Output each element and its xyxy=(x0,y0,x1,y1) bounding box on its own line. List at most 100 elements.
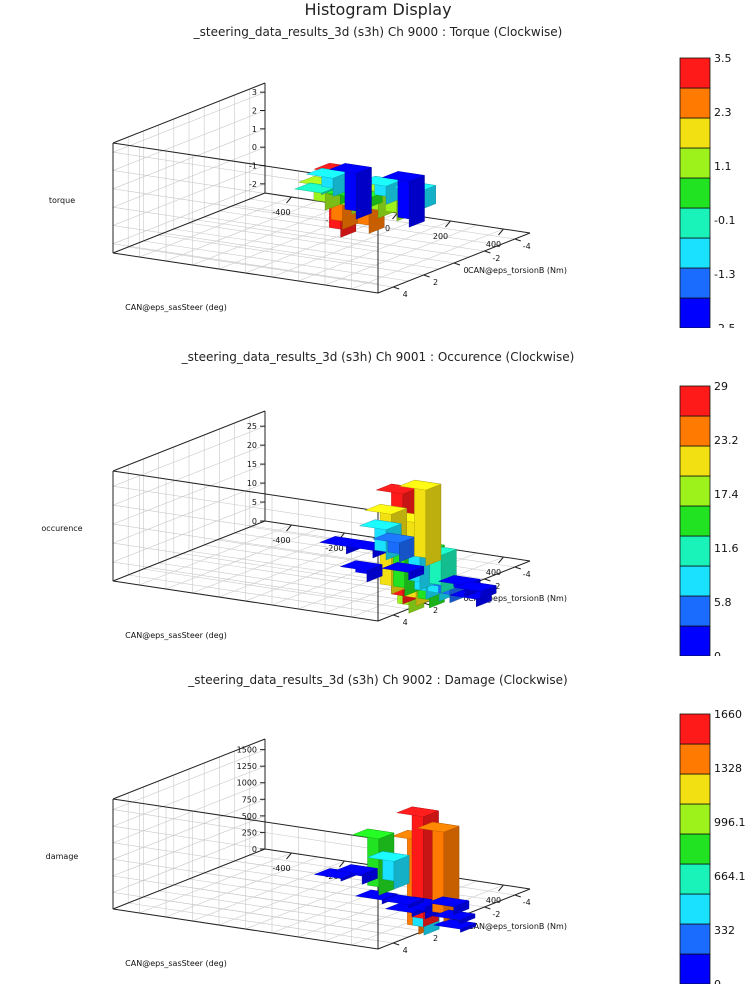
y-tick-label: -4 xyxy=(523,898,531,907)
axis-edge xyxy=(112,470,379,512)
z-tick-label: 0 xyxy=(252,845,257,854)
z-tick-label: 3 xyxy=(252,88,257,97)
z-tick-label: 20 xyxy=(247,441,257,450)
y-axis-label: CAN@eps_torsionB (Nm) xyxy=(468,266,567,275)
x-tick-label: 0 xyxy=(385,224,390,233)
y-tick-label: 2 xyxy=(433,606,438,615)
bars xyxy=(313,806,477,936)
y-tick xyxy=(423,274,430,278)
y-tick xyxy=(514,894,521,898)
colorbar-segment xyxy=(679,713,711,745)
x-tick xyxy=(339,860,345,868)
colorbar-segment xyxy=(679,237,711,269)
colorbar-segment xyxy=(679,565,711,597)
chart-title-torque: _steering_data_results_3d (s3h) Ch 9000 … xyxy=(193,25,563,39)
colorbar-label: 29 xyxy=(714,380,728,393)
y-tick-label: 0 xyxy=(463,594,468,603)
z-tick-label: 15 xyxy=(247,460,257,469)
axis-edge xyxy=(112,848,266,910)
y-tick xyxy=(484,250,491,254)
colorbar-segment xyxy=(679,893,711,925)
grid xyxy=(111,738,531,950)
colorbar-label: 17.4 xyxy=(714,488,739,501)
colorbar-label: 23.2 xyxy=(714,434,739,447)
z-axis-label: occurence xyxy=(41,524,82,533)
z-tick-label: 10 xyxy=(247,479,257,488)
grid-line xyxy=(128,246,394,288)
x-tick-label: 400 xyxy=(486,896,501,905)
y-tick xyxy=(393,942,400,946)
z-axis-label: torque xyxy=(49,196,75,205)
colorbar-segment xyxy=(679,57,711,89)
grid-line xyxy=(128,574,394,616)
y-tick xyxy=(514,566,521,570)
y-tick-label: 2 xyxy=(433,934,438,943)
grid-line xyxy=(158,562,424,604)
colorbar-label: 5.8 xyxy=(714,596,732,609)
colorbar: 29 23.2 17.4 11.6 5.8 0 xyxy=(679,380,739,656)
colorbar-segment xyxy=(679,625,711,656)
x-axis-label: CAN@eps_sasSteer (deg) xyxy=(125,959,227,968)
z-tick-label: 500 xyxy=(242,812,257,821)
y-tick xyxy=(484,578,491,582)
y-tick xyxy=(423,602,430,606)
chart-title-damage: _steering_data_results_3d (s3h) Ch 9002 … xyxy=(188,673,568,687)
grid-line xyxy=(204,216,470,258)
y-tick-label: 4 xyxy=(403,946,408,955)
y-tick-label: -4 xyxy=(523,570,531,579)
bar xyxy=(328,163,373,220)
colorbar-label: 664.1 xyxy=(714,870,746,883)
colorbar-label: 11.6 xyxy=(714,542,739,555)
axis-edge xyxy=(112,738,266,800)
z-tick-label: 250 xyxy=(242,828,257,837)
bar xyxy=(381,894,425,909)
bar xyxy=(453,581,497,600)
x-tick xyxy=(286,196,292,204)
x-axis-label: CAN@eps_sasSteer (deg) xyxy=(125,631,227,640)
y-tick xyxy=(393,286,400,290)
x-tick xyxy=(498,884,504,892)
colorbar-segment xyxy=(679,773,711,805)
colorbar-label: -2.5 xyxy=(714,322,735,328)
x-tick xyxy=(445,220,451,228)
chart-title-occurence: _steering_data_results_3d (s3h) Ch 9001 … xyxy=(181,350,575,364)
bar xyxy=(366,851,410,890)
colorbar-label: 2.3 xyxy=(714,106,732,119)
z-tick-label: 0 xyxy=(252,143,257,152)
y-axis-label: CAN@eps_torsionB (Nm) xyxy=(468,922,567,931)
axis-edge xyxy=(112,908,379,950)
y-tick-label: 4 xyxy=(403,618,408,627)
z-tick-label: 2 xyxy=(252,107,257,116)
colorbar-label: -0.1 xyxy=(714,214,735,227)
x-tick-label: 400 xyxy=(486,240,501,249)
grid-line xyxy=(158,890,424,932)
y-tick xyxy=(393,614,400,618)
z-tick-label: -1 xyxy=(249,162,257,171)
colorbar-segment xyxy=(679,953,711,984)
bar xyxy=(334,864,379,885)
bar xyxy=(426,896,470,916)
axis-edge xyxy=(112,520,266,582)
colorbar-label: 1328 xyxy=(714,762,742,775)
bars xyxy=(319,479,497,614)
colorbar-label: 3.5 xyxy=(714,52,732,65)
colorbar-segment xyxy=(679,385,711,417)
x-tick-label: -200 xyxy=(325,544,343,553)
colorbar-segment xyxy=(679,863,711,895)
colorbar-segment xyxy=(679,415,711,447)
z-tick-label: 0 xyxy=(252,517,257,526)
colorbar-segment xyxy=(679,147,711,179)
bar xyxy=(339,560,383,583)
x-tick xyxy=(498,228,504,236)
grid-line xyxy=(188,222,455,264)
chart-torque: 3210-1-2-400-2000200400420-2-4CAN@eps_sa… xyxy=(49,52,735,328)
colorbar-segment xyxy=(679,207,711,239)
x-tick-label: 400 xyxy=(486,568,501,577)
colorbar-segment xyxy=(679,833,711,865)
colorbar-segment xyxy=(679,743,711,775)
bar xyxy=(432,909,476,925)
colorbar-segment xyxy=(679,117,711,149)
x-axis-label: CAN@eps_sasSteer (deg) xyxy=(125,303,227,312)
grid-line xyxy=(173,228,439,270)
bar xyxy=(398,479,442,567)
